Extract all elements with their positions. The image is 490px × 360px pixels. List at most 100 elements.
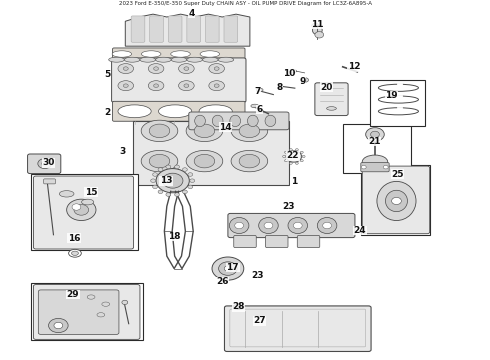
Bar [343, 124, 411, 173]
Ellipse shape [230, 115, 241, 127]
Ellipse shape [158, 190, 163, 194]
Ellipse shape [247, 115, 258, 127]
Text: 18: 18 [168, 232, 180, 241]
Ellipse shape [285, 159, 288, 162]
Text: 23: 23 [283, 202, 295, 211]
Ellipse shape [123, 84, 128, 87]
Ellipse shape [290, 149, 293, 151]
Ellipse shape [182, 190, 187, 194]
Text: 29: 29 [67, 290, 79, 299]
Ellipse shape [72, 251, 78, 255]
Ellipse shape [49, 318, 68, 333]
Text: 4: 4 [188, 9, 195, 18]
Ellipse shape [186, 150, 223, 172]
Ellipse shape [392, 197, 401, 204]
Ellipse shape [69, 249, 81, 257]
Bar [370, 80, 425, 126]
Ellipse shape [194, 124, 215, 138]
Text: 25: 25 [391, 170, 404, 179]
Ellipse shape [290, 162, 293, 164]
FancyBboxPatch shape [234, 235, 256, 248]
FancyBboxPatch shape [113, 101, 245, 121]
Ellipse shape [140, 57, 156, 62]
Ellipse shape [123, 67, 128, 70]
Ellipse shape [178, 81, 194, 91]
Text: 26: 26 [216, 277, 228, 286]
Ellipse shape [141, 120, 178, 141]
Ellipse shape [295, 162, 298, 164]
Bar [361, 165, 430, 235]
Ellipse shape [171, 57, 187, 62]
Ellipse shape [195, 115, 205, 127]
Ellipse shape [124, 57, 140, 62]
Ellipse shape [118, 81, 134, 91]
Text: 13: 13 [160, 176, 172, 185]
Ellipse shape [286, 151, 302, 162]
Ellipse shape [229, 217, 249, 234]
Text: 3: 3 [120, 147, 126, 156]
FancyBboxPatch shape [113, 48, 245, 60]
Ellipse shape [81, 199, 94, 205]
Ellipse shape [142, 51, 161, 57]
FancyBboxPatch shape [189, 112, 289, 130]
Ellipse shape [102, 302, 110, 306]
Ellipse shape [327, 107, 336, 110]
Ellipse shape [156, 57, 171, 62]
FancyBboxPatch shape [150, 16, 163, 42]
Ellipse shape [361, 165, 366, 169]
Text: 2: 2 [104, 108, 110, 117]
Ellipse shape [59, 191, 74, 197]
Ellipse shape [290, 69, 296, 73]
Ellipse shape [278, 84, 283, 87]
Ellipse shape [264, 222, 273, 229]
Ellipse shape [202, 57, 218, 62]
Ellipse shape [186, 120, 223, 141]
Ellipse shape [188, 173, 193, 176]
FancyBboxPatch shape [361, 162, 389, 172]
Ellipse shape [187, 57, 202, 62]
Ellipse shape [209, 64, 224, 73]
FancyBboxPatch shape [112, 58, 246, 102]
Ellipse shape [112, 51, 132, 57]
Ellipse shape [182, 168, 187, 171]
Ellipse shape [178, 64, 194, 73]
Text: 2023 Ford E-350/E-350 Super Duty CHAIN ASY - OIL PUMP DRIVE Diagram for LC3Z-6A8: 2023 Ford E-350/E-350 Super Duty CHAIN A… [119, 1, 371, 6]
Ellipse shape [118, 64, 134, 73]
FancyBboxPatch shape [315, 83, 348, 116]
Ellipse shape [239, 154, 260, 168]
Ellipse shape [166, 165, 171, 168]
Bar [31, 174, 138, 250]
Text: 23: 23 [251, 271, 264, 280]
Ellipse shape [214, 67, 219, 70]
Text: 27: 27 [253, 316, 266, 325]
Ellipse shape [156, 168, 189, 193]
Ellipse shape [231, 150, 268, 172]
Ellipse shape [265, 115, 276, 127]
FancyBboxPatch shape [44, 179, 55, 184]
Ellipse shape [174, 193, 179, 196]
Text: 1: 1 [291, 177, 297, 186]
Ellipse shape [184, 84, 189, 87]
Text: 22: 22 [287, 151, 299, 160]
Ellipse shape [148, 81, 164, 91]
Text: 24: 24 [353, 226, 366, 235]
FancyBboxPatch shape [224, 306, 371, 351]
Ellipse shape [300, 151, 303, 153]
Ellipse shape [362, 155, 388, 168]
Ellipse shape [294, 222, 302, 229]
Ellipse shape [72, 204, 81, 210]
Ellipse shape [212, 257, 244, 280]
Ellipse shape [184, 67, 189, 70]
Ellipse shape [366, 128, 384, 141]
Ellipse shape [122, 300, 128, 305]
Ellipse shape [67, 199, 96, 221]
Ellipse shape [231, 120, 268, 141]
Bar [31, 283, 144, 341]
Text: 15: 15 [85, 188, 98, 197]
Ellipse shape [118, 105, 151, 118]
Ellipse shape [194, 154, 215, 168]
Text: 19: 19 [385, 91, 398, 100]
Ellipse shape [152, 173, 157, 176]
Text: 14: 14 [219, 123, 232, 132]
Ellipse shape [154, 67, 159, 70]
